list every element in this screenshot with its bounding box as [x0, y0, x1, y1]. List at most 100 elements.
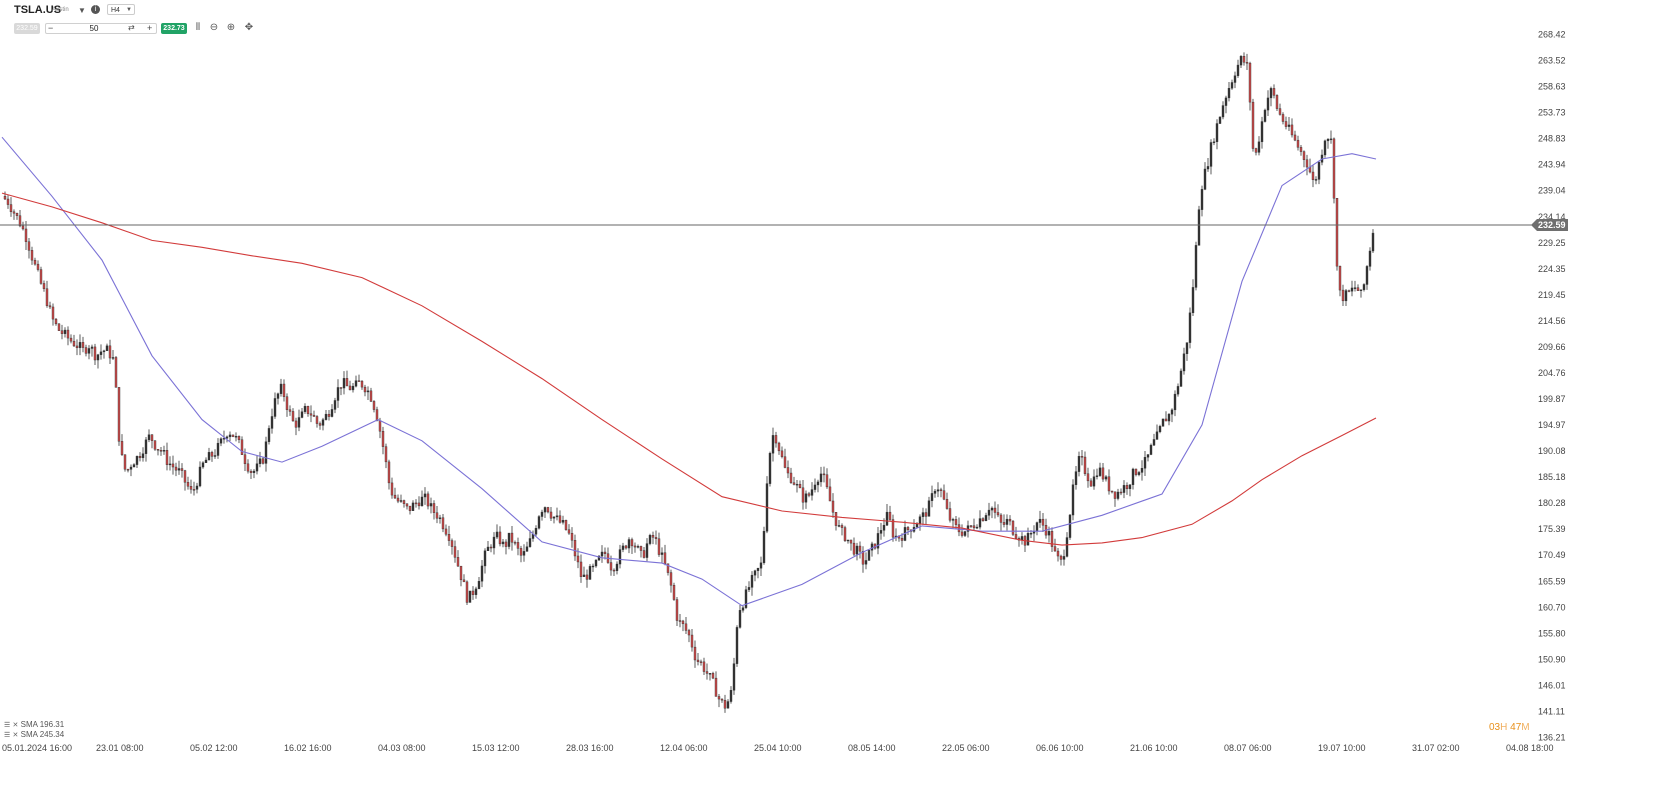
- volume-stepper[interactable]: − 50 ⇄ +: [45, 23, 157, 34]
- candle-body: [213, 455, 217, 457]
- x-tick-label: 28.03 16:00: [566, 743, 614, 753]
- candle-body: [1131, 468, 1135, 485]
- x-tick-label: 31.07 02:00: [1412, 743, 1460, 753]
- zoom-out-icon[interactable]: ⊖: [209, 22, 219, 33]
- volume-value[interactable]: 50: [89, 24, 99, 33]
- candle-body: [708, 673, 712, 675]
- candle-type-icon[interactable]: ⫴: [195, 22, 201, 33]
- candle-body: [678, 620, 682, 622]
- candle-body: [162, 450, 166, 452]
- zoom-in-icon[interactable]: ⊕: [226, 22, 236, 33]
- candle-body: [15, 213, 19, 216]
- candle-body: [84, 347, 88, 354]
- candle-body: [600, 551, 604, 557]
- candle-body: [186, 482, 190, 487]
- candle-body: [1035, 522, 1039, 532]
- candle-body: [1155, 431, 1159, 440]
- candle-body: [609, 562, 613, 571]
- y-tick-label: 258.63: [1538, 82, 1566, 92]
- legend-sma-slow[interactable]: ☰ ✕ SMA 245.34: [4, 730, 64, 739]
- candle-body: [759, 562, 763, 569]
- candle-body: [1050, 531, 1054, 547]
- candle-body: [156, 449, 160, 451]
- candle-body: [429, 503, 433, 507]
- candle-body: [750, 574, 754, 588]
- swap-icon[interactable]: ⇄: [128, 23, 135, 32]
- candle-body: [27, 241, 31, 251]
- symbol-name[interactable]: TSLA.US: [14, 4, 62, 16]
- candle-body: [477, 581, 481, 590]
- info-icon[interactable]: i: [91, 5, 100, 14]
- symbol-dropdown-icon[interactable]: ▼: [78, 6, 86, 15]
- buy-price-button[interactable]: 232.73: [161, 23, 187, 34]
- candle-body: [147, 434, 151, 441]
- candle-body: [981, 518, 985, 521]
- candle-body: [51, 306, 55, 320]
- candle-body: [165, 450, 169, 465]
- candle-body: [1095, 475, 1099, 477]
- y-tick-label: 180.28: [1538, 498, 1566, 508]
- candle-body: [681, 620, 685, 625]
- increase-volume-button[interactable]: +: [147, 23, 153, 33]
- candle-body: [927, 500, 931, 517]
- candle-body: [243, 454, 247, 465]
- candle-body: [798, 483, 802, 489]
- candle-body: [966, 525, 970, 532]
- candle-body: [270, 416, 274, 429]
- candle-body: [279, 383, 283, 394]
- candle-body: [384, 446, 388, 463]
- candle-body: [483, 550, 487, 567]
- crosshair-icon[interactable]: ✥: [244, 22, 254, 33]
- candle-body: [576, 555, 580, 563]
- candle-body: [1026, 533, 1030, 546]
- candle-body: [1143, 457, 1147, 469]
- candle-body: [507, 532, 511, 547]
- candle-body: [78, 342, 82, 349]
- candle-body: [882, 524, 886, 531]
- x-tick-label: 15.03 12:00: [472, 743, 520, 753]
- candle-body: [1365, 266, 1369, 285]
- decrease-volume-button[interactable]: −: [48, 23, 54, 33]
- candle-body: [1092, 476, 1096, 487]
- candle-body: [942, 490, 946, 500]
- candle-body: [1311, 171, 1315, 180]
- candle-body: [747, 587, 751, 590]
- candle-body: [1110, 490, 1114, 493]
- candle-body: [672, 585, 676, 600]
- candle-body: [1302, 151, 1306, 160]
- candle-body: [753, 570, 757, 576]
- candle-body: [627, 539, 631, 549]
- candle-body: [474, 588, 478, 595]
- candle-body: [1149, 444, 1153, 455]
- candle-body: [1089, 480, 1093, 487]
- candle-body: [255, 463, 259, 472]
- candle-body: [1116, 491, 1120, 499]
- candle-body: [1047, 531, 1051, 536]
- sell-price-button[interactable]: 232.59: [14, 23, 40, 34]
- legend-sma-fast[interactable]: ☰ ✕ SMA 196.31: [4, 720, 64, 729]
- candle-body: [399, 500, 403, 502]
- candle-body: [189, 486, 193, 490]
- x-tick-label: 05.02 12:00: [190, 743, 238, 753]
- candle-body: [630, 539, 634, 547]
- candle-body: [135, 456, 139, 465]
- candle-body: [354, 380, 358, 387]
- candle-body: [1371, 232, 1375, 252]
- candle-body: [879, 530, 883, 534]
- candle-body: [33, 259, 37, 265]
- timeframe-select[interactable]: H4 ▼: [107, 4, 135, 15]
- candle-body: [906, 527, 910, 531]
- candle-body: [336, 387, 340, 401]
- candle-body: [504, 541, 508, 547]
- candle-body: [690, 634, 694, 648]
- candle-body: [1236, 64, 1240, 76]
- candle-body: [975, 526, 979, 529]
- candle-body: [861, 551, 865, 565]
- candle-body: [603, 551, 607, 554]
- candle-body: [549, 511, 553, 519]
- candle-body: [240, 439, 244, 455]
- candle-body: [330, 409, 334, 417]
- x-tick-label: 12.04 06:00: [660, 743, 708, 753]
- candle-body: [579, 561, 583, 577]
